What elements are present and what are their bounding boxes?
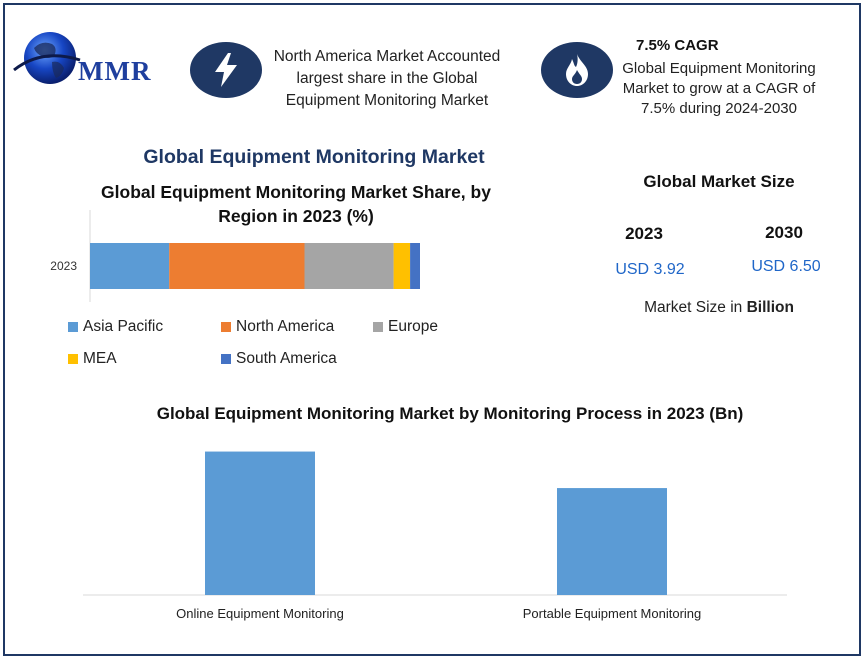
bar-online-equipment-monitoring [205,451,315,595]
flame-icon [566,54,588,86]
legend-asia-pacific: Asia Pacific [68,318,163,336]
unit-prefix: Market Size in [644,299,747,316]
logo-text: MMR [78,56,152,86]
region-category-label: 2023 [50,259,77,273]
legend-label: South America [236,350,337,367]
bar-segment-europe [304,243,394,289]
flame-badge [541,42,613,98]
legend-north-america: North America [221,318,334,336]
legend-europe: Europe [373,318,438,336]
legend-label: Europe [388,318,438,335]
bar-segment-asia-pacific [90,243,170,289]
market-size-unit: Market Size in Billion [612,299,826,317]
region-share-chart: 2023 [50,210,420,302]
region-chart-title: Global Equipment Monitoring Market Share… [101,182,491,226]
year-2030: 2030 [765,223,803,242]
legend-swatch [68,322,78,332]
legend-mea: MEA [68,350,117,368]
cagr-info: Global Equipment Monitoring Market to gr… [622,60,816,117]
value-2023: USD 3.92 [615,261,685,278]
bar-segment-north-america [169,243,305,289]
bar-segment-mea [393,243,411,289]
legend-label: MEA [83,350,117,367]
bar-portable-equipment-monitoring [557,488,667,595]
main-title: Global Equipment Monitoring Market [143,146,485,168]
process-bar-chart: Online Equipment Monitoring Portable Equ… [83,451,787,621]
x-tick-label: Online Equipment Monitoring [176,606,344,621]
outer-frame [3,3,861,656]
legend-swatch [68,354,78,364]
unit-bold: Billion [746,299,794,316]
region-legend: Asia Pacific North America Europe MEA So… [68,318,488,378]
year-2023: 2023 [625,224,663,243]
legend-swatch [373,322,383,332]
legend-swatch [221,354,231,364]
lightning-badge [190,42,262,98]
mmr-logo: MMR [12,26,172,92]
cagr-title: 7.5% CAGR [636,37,719,54]
value-2030: USD 6.50 [751,258,821,275]
legend-label: Asia Pacific [83,318,164,335]
market-size-title: Global Market Size [643,172,795,191]
x-tick-label: Portable Equipment Monitoring [523,606,702,621]
lightning-icon [215,53,237,87]
legend-south-america: South America [221,350,337,368]
north-america-info: North America Market Accounted largest s… [273,48,501,109]
bar-segment-south-america [410,243,420,289]
legend-label: North America [236,318,335,335]
process-chart-title: Global Equipment Monitoring Market by Mo… [156,404,744,423]
legend-swatch [221,322,231,332]
globe-icon [13,32,81,84]
